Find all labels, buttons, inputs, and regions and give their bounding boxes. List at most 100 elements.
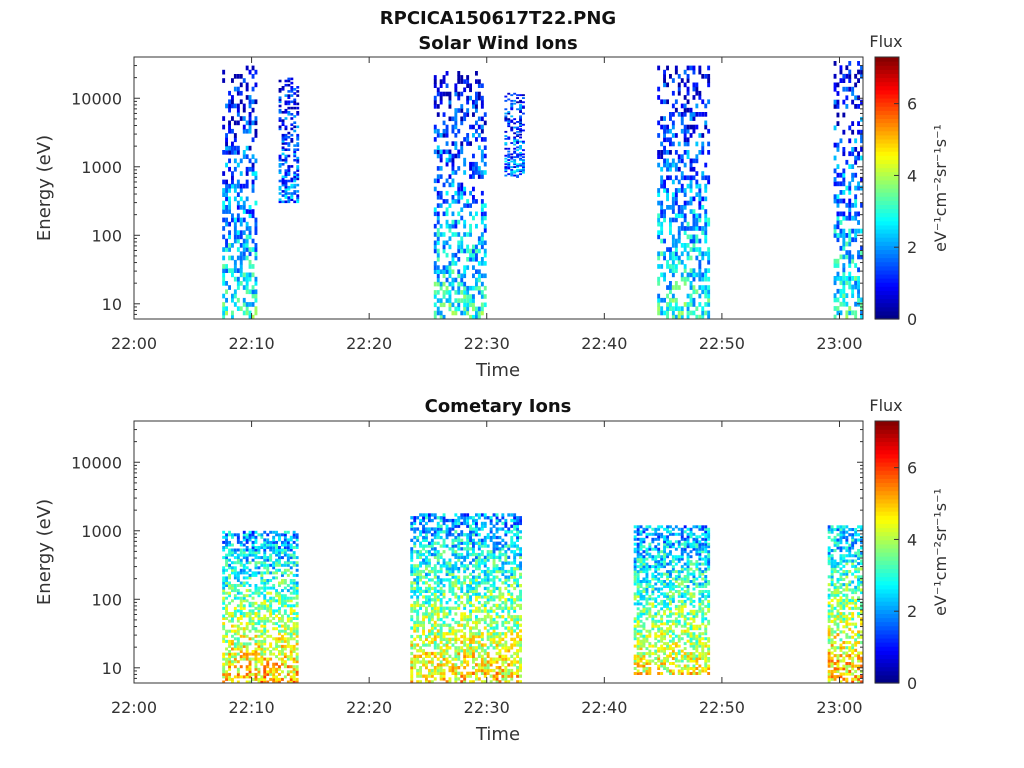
heatmap-cell bbox=[669, 560, 672, 564]
heatmap-cell bbox=[660, 565, 664, 569]
colorbar-swatch bbox=[875, 269, 899, 275]
heatmap-cell bbox=[671, 642, 675, 646]
heatmap-cell bbox=[254, 642, 258, 646]
heatmap-cell bbox=[480, 170, 484, 175]
heatmap-cell bbox=[472, 530, 475, 534]
heatmap-cell bbox=[707, 314, 711, 320]
heatmap-cell bbox=[296, 90, 300, 93]
heatmap-cell bbox=[848, 198, 852, 204]
heatmap-cell bbox=[666, 552, 669, 556]
heatmap-cell bbox=[278, 657, 281, 661]
heatmap-cell bbox=[707, 293, 711, 299]
heatmap-cell bbox=[669, 627, 672, 631]
heatmap-cell bbox=[451, 157, 455, 163]
heatmap-cell bbox=[683, 657, 687, 660]
heatmap-cell bbox=[495, 518, 499, 523]
heatmap-cell bbox=[428, 595, 431, 599]
heatmap-cell bbox=[663, 664, 666, 668]
heatmap-cell bbox=[669, 116, 672, 121]
heatmap-cell bbox=[654, 649, 658, 653]
heatmap-cell bbox=[663, 634, 666, 638]
heatmap-cell bbox=[469, 285, 472, 291]
heatmap-cell bbox=[231, 297, 234, 303]
heatmap-cell bbox=[442, 314, 446, 320]
heatmap-cell bbox=[231, 662, 234, 666]
heatmap-cell bbox=[475, 575, 478, 579]
heatmap-cell bbox=[245, 145, 249, 151]
heatmap-cell bbox=[260, 650, 264, 653]
heatmap-cell bbox=[663, 99, 666, 105]
heatmap-cell bbox=[683, 632, 687, 636]
heatmap-cell bbox=[222, 655, 226, 659]
heatmap-cell bbox=[469, 598, 472, 602]
heatmap-cell bbox=[222, 69, 226, 75]
heatmap-cell bbox=[425, 586, 428, 591]
heatmap-cell bbox=[228, 205, 231, 210]
heatmap-cell bbox=[222, 200, 226, 206]
heatmap-cell bbox=[483, 592, 487, 596]
heatmap-cell bbox=[281, 140, 285, 143]
heatmap-cell bbox=[419, 544, 422, 548]
heatmap-cell bbox=[677, 306, 681, 311]
heatmap-cell bbox=[492, 555, 496, 559]
heatmap-cell bbox=[477, 170, 481, 175]
heatmap-cell bbox=[278, 665, 281, 669]
heatmap-cell bbox=[698, 69, 702, 75]
heatmap-cell bbox=[483, 578, 487, 582]
heatmap-cell bbox=[698, 272, 702, 278]
heatmap-cell bbox=[433, 606, 437, 610]
heatmap-cell bbox=[228, 672, 231, 676]
heatmap-cell bbox=[260, 619, 264, 623]
heatmap-cell bbox=[439, 527, 443, 531]
heatmap-cell bbox=[460, 671, 464, 675]
heatmap-cell bbox=[516, 538, 519, 542]
heatmap-cell bbox=[225, 538, 228, 542]
x-tick-label: 22:40 bbox=[581, 334, 627, 353]
heatmap-cell bbox=[480, 236, 484, 241]
heatmap-cell bbox=[677, 649, 681, 653]
heatmap-cell bbox=[669, 607, 672, 611]
heatmap-cell bbox=[498, 598, 502, 602]
heatmap-cell bbox=[278, 672, 281, 676]
heatmap-cell bbox=[477, 620, 481, 625]
heatmap-cell bbox=[410, 671, 414, 675]
heatmap-cell bbox=[236, 576, 240, 580]
heatmap-cell bbox=[433, 603, 437, 608]
heatmap-cell bbox=[848, 280, 852, 286]
colorbar-swatch bbox=[875, 81, 899, 87]
heatmap-cell bbox=[263, 652, 267, 656]
heatmap-cell bbox=[477, 240, 481, 246]
heatmap-cell bbox=[848, 310, 852, 316]
heatmap-cell bbox=[245, 540, 249, 544]
heatmap-cell bbox=[433, 244, 437, 250]
heatmap-cell bbox=[254, 548, 258, 552]
heatmap-cell bbox=[680, 547, 684, 551]
heatmap-cell bbox=[463, 569, 467, 574]
heatmap-cell bbox=[680, 565, 684, 569]
heatmap-cell bbox=[472, 666, 475, 670]
heatmap-cell bbox=[410, 609, 414, 613]
heatmap-cell bbox=[239, 561, 243, 565]
heatmap-cell bbox=[260, 675, 264, 679]
heatmap-cell bbox=[639, 567, 643, 571]
heatmap-cell bbox=[295, 622, 299, 626]
heatmap-cell bbox=[522, 153, 525, 156]
heatmap-cell bbox=[433, 207, 437, 212]
heatmap-cell bbox=[695, 289, 699, 295]
heatmap-cell bbox=[663, 547, 666, 551]
heatmap-cell bbox=[671, 594, 675, 598]
heatmap-cell bbox=[666, 65, 669, 71]
heatmap-cell bbox=[454, 141, 458, 146]
heatmap-cell bbox=[636, 639, 640, 643]
heatmap-cell bbox=[413, 541, 417, 545]
heatmap-cell bbox=[836, 99, 840, 105]
heatmap-cell bbox=[413, 518, 417, 523]
heatmap-cell bbox=[469, 626, 472, 630]
heatmap-cell bbox=[507, 530, 511, 534]
heatmap-cell bbox=[260, 655, 264, 659]
heatmap-cell bbox=[428, 558, 431, 562]
heatmap-cell bbox=[248, 584, 252, 587]
heatmap-cell bbox=[677, 540, 681, 544]
heatmap-cell bbox=[480, 680, 484, 684]
heatmap-cell bbox=[469, 527, 472, 531]
